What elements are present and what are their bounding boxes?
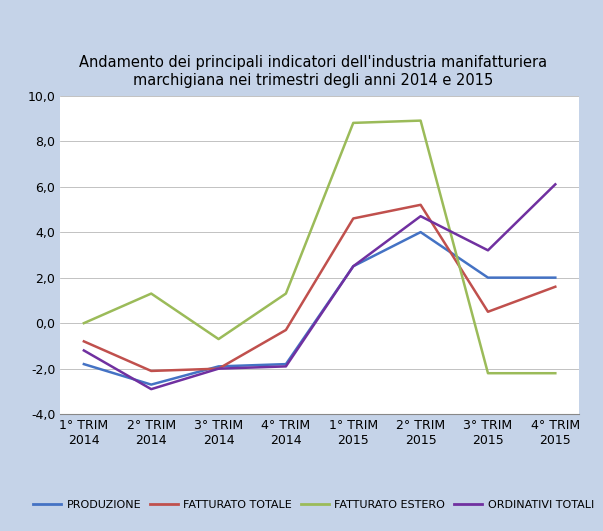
Legend: PRODUZIONE, FATTURATO TOTALE, FATTURATO ESTERO, ORDINATIVI TOTALI: PRODUZIONE, FATTURATO TOTALE, FATTURATO … [29,496,598,515]
Text: Andamento dei principali indicatori dell'industria manifatturiera
marchigiana ne: Andamento dei principali indicatori dell… [80,55,548,88]
